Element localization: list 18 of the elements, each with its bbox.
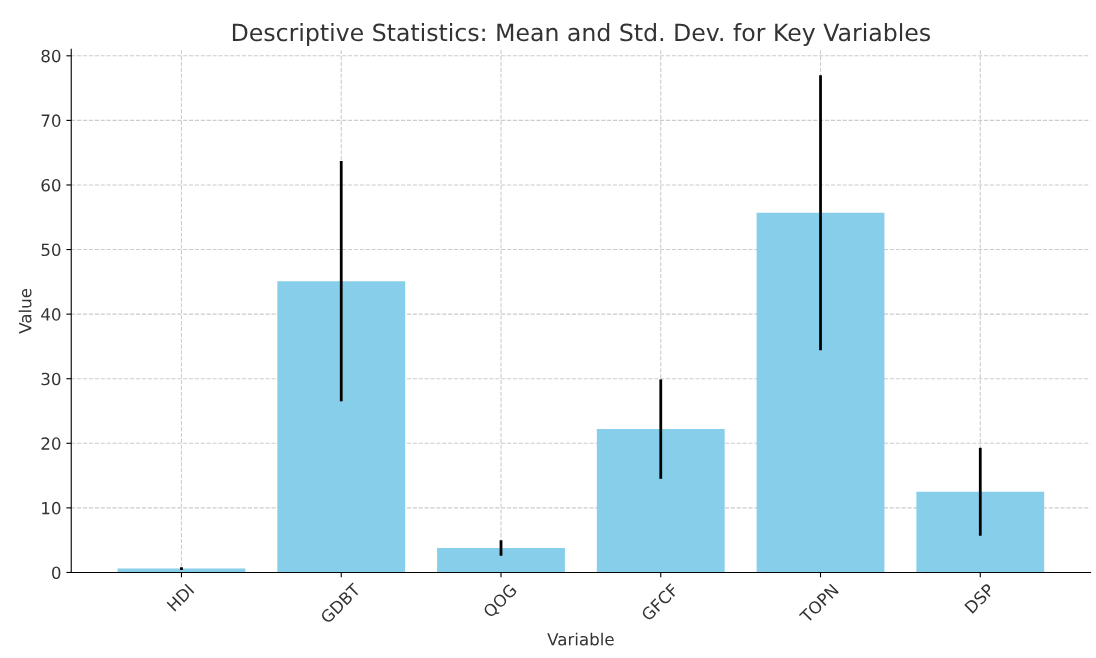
bar xyxy=(277,281,406,573)
bar xyxy=(916,491,1045,573)
y-tick-label: 10 xyxy=(42,501,61,515)
bar xyxy=(596,429,725,573)
chart-title: Descriptive Statistics: Mean and Std. Dev. for Key Variables xyxy=(232,23,930,46)
y-tick-label: 0 xyxy=(52,566,61,580)
y-tick-label: 70 xyxy=(41,114,61,127)
bar xyxy=(756,212,885,573)
y-tick-label: 40 xyxy=(41,308,61,321)
y-tick-label: 30 xyxy=(41,372,61,386)
bar xyxy=(437,547,565,573)
x-axis-title: Variable xyxy=(547,632,614,646)
y-axis-title: Value xyxy=(18,288,32,334)
y-tick-label: 60 xyxy=(41,178,61,192)
y-tick-label: 50 xyxy=(41,243,61,257)
y-tick-label: 20 xyxy=(41,437,61,450)
y-tick-label: 80 xyxy=(41,49,61,63)
x-tick-label: HDI xyxy=(166,583,195,612)
